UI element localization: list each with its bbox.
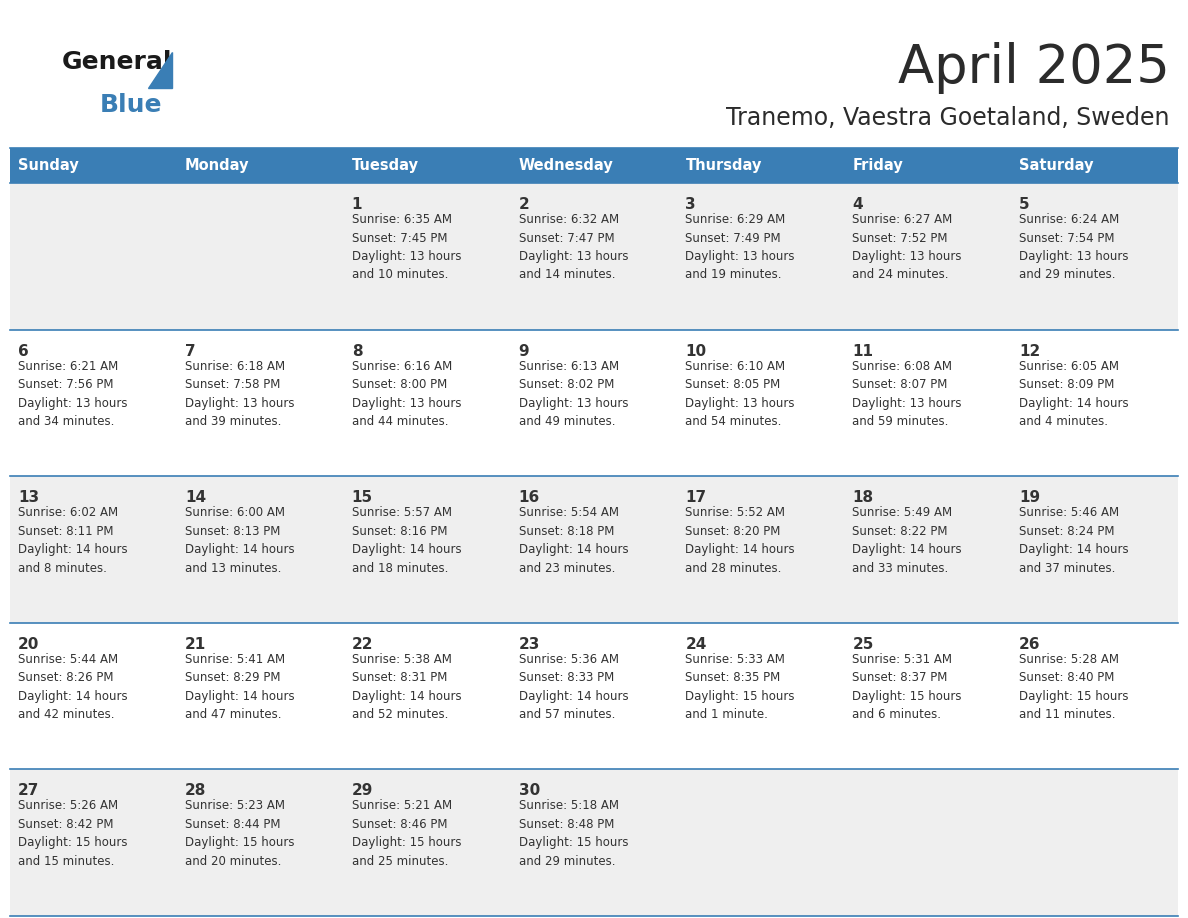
Text: Sunrise: 6:05 AM
Sunset: 8:09 PM
Daylight: 14 hours
and 4 minutes.: Sunrise: 6:05 AM Sunset: 8:09 PM Dayligh… [1019, 360, 1129, 428]
Text: Sunrise: 6:27 AM
Sunset: 7:52 PM
Daylight: 13 hours
and 24 minutes.: Sunrise: 6:27 AM Sunset: 7:52 PM Dayligh… [852, 213, 962, 282]
Text: Sunrise: 5:28 AM
Sunset: 8:40 PM
Daylight: 15 hours
and 11 minutes.: Sunrise: 5:28 AM Sunset: 8:40 PM Dayligh… [1019, 653, 1129, 722]
Text: 25: 25 [852, 637, 873, 652]
Text: Sunrise: 5:23 AM
Sunset: 8:44 PM
Daylight: 15 hours
and 20 minutes.: Sunrise: 5:23 AM Sunset: 8:44 PM Dayligh… [185, 800, 295, 868]
Text: 8: 8 [352, 343, 362, 359]
Text: Sunrise: 5:31 AM
Sunset: 8:37 PM
Daylight: 15 hours
and 6 minutes.: Sunrise: 5:31 AM Sunset: 8:37 PM Dayligh… [852, 653, 962, 722]
Text: 6: 6 [18, 343, 29, 359]
Text: Sunrise: 5:21 AM
Sunset: 8:46 PM
Daylight: 15 hours
and 25 minutes.: Sunrise: 5:21 AM Sunset: 8:46 PM Dayligh… [352, 800, 461, 868]
Text: 15: 15 [352, 490, 373, 505]
Text: Sunrise: 6:21 AM
Sunset: 7:56 PM
Daylight: 13 hours
and 34 minutes.: Sunrise: 6:21 AM Sunset: 7:56 PM Dayligh… [18, 360, 127, 428]
Text: Sunrise: 5:33 AM
Sunset: 8:35 PM
Daylight: 15 hours
and 1 minute.: Sunrise: 5:33 AM Sunset: 8:35 PM Dayligh… [685, 653, 795, 722]
Text: Sunrise: 5:49 AM
Sunset: 8:22 PM
Daylight: 14 hours
and 33 minutes.: Sunrise: 5:49 AM Sunset: 8:22 PM Dayligh… [852, 506, 962, 575]
Text: Sunrise: 6:18 AM
Sunset: 7:58 PM
Daylight: 13 hours
and 39 minutes.: Sunrise: 6:18 AM Sunset: 7:58 PM Dayligh… [185, 360, 295, 428]
Text: Blue: Blue [100, 93, 163, 117]
Text: 16: 16 [519, 490, 539, 505]
Text: 19: 19 [1019, 490, 1041, 505]
Text: Sunrise: 5:18 AM
Sunset: 8:48 PM
Daylight: 15 hours
and 29 minutes.: Sunrise: 5:18 AM Sunset: 8:48 PM Dayligh… [519, 800, 628, 868]
Text: General: General [62, 50, 172, 74]
Text: 14: 14 [185, 490, 206, 505]
Text: Sunrise: 6:13 AM
Sunset: 8:02 PM
Daylight: 13 hours
and 49 minutes.: Sunrise: 6:13 AM Sunset: 8:02 PM Dayligh… [519, 360, 628, 428]
Text: Sunrise: 6:08 AM
Sunset: 8:07 PM
Daylight: 13 hours
and 59 minutes.: Sunrise: 6:08 AM Sunset: 8:07 PM Dayligh… [852, 360, 962, 428]
Text: Tuesday: Tuesday [352, 158, 418, 173]
Text: 27: 27 [18, 783, 39, 799]
Text: Saturday: Saturday [1019, 158, 1094, 173]
Bar [10, 183, 1178, 330]
Text: April 2025: April 2025 [898, 42, 1170, 94]
Text: Sunrise: 5:57 AM
Sunset: 8:16 PM
Daylight: 14 hours
and 18 minutes.: Sunrise: 5:57 AM Sunset: 8:16 PM Dayligh… [352, 506, 461, 575]
Text: 30: 30 [519, 783, 539, 799]
Text: Monday: Monday [185, 158, 249, 173]
Text: Sunrise: 6:29 AM
Sunset: 7:49 PM
Daylight: 13 hours
and 19 minutes.: Sunrise: 6:29 AM Sunset: 7:49 PM Dayligh… [685, 213, 795, 282]
Bar [10, 769, 1178, 916]
Text: 2: 2 [519, 197, 530, 212]
Text: Friday: Friday [852, 158, 903, 173]
Bar [10, 330, 1178, 476]
Text: Sunrise: 5:38 AM
Sunset: 8:31 PM
Daylight: 14 hours
and 52 minutes.: Sunrise: 5:38 AM Sunset: 8:31 PM Dayligh… [352, 653, 461, 722]
Text: 29: 29 [352, 783, 373, 799]
Text: Sunday: Sunday [18, 158, 78, 173]
Text: 1: 1 [352, 197, 362, 212]
Text: Wednesday: Wednesday [519, 158, 613, 173]
Text: 10: 10 [685, 343, 707, 359]
Text: Thursday: Thursday [685, 158, 762, 173]
Text: Sunrise: 5:36 AM
Sunset: 8:33 PM
Daylight: 14 hours
and 57 minutes.: Sunrise: 5:36 AM Sunset: 8:33 PM Dayligh… [519, 653, 628, 722]
Text: Sunrise: 5:41 AM
Sunset: 8:29 PM
Daylight: 14 hours
and 47 minutes.: Sunrise: 5:41 AM Sunset: 8:29 PM Dayligh… [185, 653, 295, 722]
Text: 23: 23 [519, 637, 541, 652]
Polygon shape [148, 52, 172, 88]
Text: 12: 12 [1019, 343, 1041, 359]
Text: Sunrise: 6:00 AM
Sunset: 8:13 PM
Daylight: 14 hours
and 13 minutes.: Sunrise: 6:00 AM Sunset: 8:13 PM Dayligh… [185, 506, 295, 575]
Text: 21: 21 [185, 637, 206, 652]
Text: 4: 4 [852, 197, 862, 212]
Text: 22: 22 [352, 637, 373, 652]
Text: Sunrise: 6:02 AM
Sunset: 8:11 PM
Daylight: 14 hours
and 8 minutes.: Sunrise: 6:02 AM Sunset: 8:11 PM Dayligh… [18, 506, 127, 575]
Text: Sunrise: 5:44 AM
Sunset: 8:26 PM
Daylight: 14 hours
and 42 minutes.: Sunrise: 5:44 AM Sunset: 8:26 PM Dayligh… [18, 653, 127, 722]
Text: Sunrise: 5:46 AM
Sunset: 8:24 PM
Daylight: 14 hours
and 37 minutes.: Sunrise: 5:46 AM Sunset: 8:24 PM Dayligh… [1019, 506, 1129, 575]
Text: Sunrise: 6:16 AM
Sunset: 8:00 PM
Daylight: 13 hours
and 44 minutes.: Sunrise: 6:16 AM Sunset: 8:00 PM Dayligh… [352, 360, 461, 428]
Text: Tranemo, Vaestra Goetaland, Sweden: Tranemo, Vaestra Goetaland, Sweden [727, 106, 1170, 130]
Bar [10, 148, 1178, 183]
Bar [10, 476, 1178, 622]
Text: Sunrise: 6:35 AM
Sunset: 7:45 PM
Daylight: 13 hours
and 10 minutes.: Sunrise: 6:35 AM Sunset: 7:45 PM Dayligh… [352, 213, 461, 282]
Text: 20: 20 [18, 637, 39, 652]
Text: 3: 3 [685, 197, 696, 212]
Text: 28: 28 [185, 783, 207, 799]
Bar [10, 622, 1178, 769]
Text: 26: 26 [1019, 637, 1041, 652]
Text: 13: 13 [18, 490, 39, 505]
Text: Sunrise: 5:52 AM
Sunset: 8:20 PM
Daylight: 14 hours
and 28 minutes.: Sunrise: 5:52 AM Sunset: 8:20 PM Dayligh… [685, 506, 795, 575]
Text: Sunrise: 6:32 AM
Sunset: 7:47 PM
Daylight: 13 hours
and 14 minutes.: Sunrise: 6:32 AM Sunset: 7:47 PM Dayligh… [519, 213, 628, 282]
Text: 17: 17 [685, 490, 707, 505]
Text: Sunrise: 6:10 AM
Sunset: 8:05 PM
Daylight: 13 hours
and 54 minutes.: Sunrise: 6:10 AM Sunset: 8:05 PM Dayligh… [685, 360, 795, 428]
Text: Sunrise: 6:24 AM
Sunset: 7:54 PM
Daylight: 13 hours
and 29 minutes.: Sunrise: 6:24 AM Sunset: 7:54 PM Dayligh… [1019, 213, 1129, 282]
Text: 9: 9 [519, 343, 529, 359]
Text: Sunrise: 5:54 AM
Sunset: 8:18 PM
Daylight: 14 hours
and 23 minutes.: Sunrise: 5:54 AM Sunset: 8:18 PM Dayligh… [519, 506, 628, 575]
Text: 5: 5 [1019, 197, 1030, 212]
Text: Sunrise: 5:26 AM
Sunset: 8:42 PM
Daylight: 15 hours
and 15 minutes.: Sunrise: 5:26 AM Sunset: 8:42 PM Dayligh… [18, 800, 127, 868]
Text: 11: 11 [852, 343, 873, 359]
Text: 24: 24 [685, 637, 707, 652]
Text: 18: 18 [852, 490, 873, 505]
Text: 7: 7 [185, 343, 196, 359]
